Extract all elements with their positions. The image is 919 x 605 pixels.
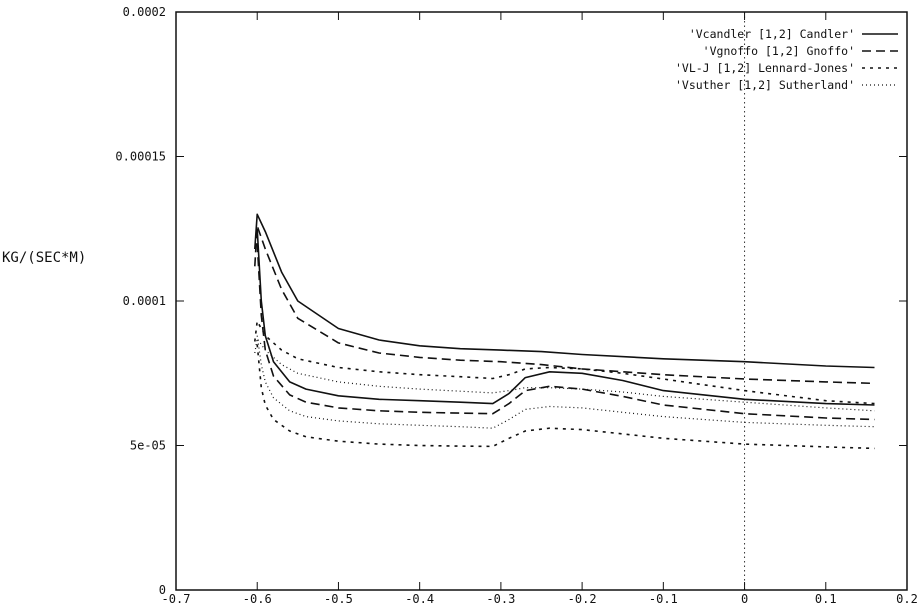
legend-label: 'Vgnoffo [1,2] Gnoffo'	[703, 44, 855, 58]
x-tick-label: 0	[741, 592, 748, 605]
x-tick-label: 0.1	[815, 592, 837, 605]
plot-frame	[175, 11, 908, 591]
series-layer	[254, 213, 875, 450]
y-tick-label: 0.0002	[123, 5, 166, 19]
series-2-line-2	[256, 243, 875, 421]
series-4	[254, 335, 875, 429]
legend-label: 'Vsuther [1,2] Sutherland'	[675, 78, 855, 92]
x-tick-label: -0.1	[649, 592, 678, 605]
axis-tick-labels: -0.7 -0.6 -0.5 -0.4 -0.3 -0.2 -0.1 0 0.1 0.2 0 5e-0…	[115, 5, 917, 605]
x-tick-label: -0.2	[568, 592, 597, 605]
series-3-line-1	[254, 320, 875, 405]
series-4-line-1	[254, 338, 875, 412]
legend-label: 'Vcandler [1,2] Candler'	[689, 27, 855, 41]
y-tick-label: 0.00015	[115, 150, 166, 164]
series-4-line-2	[256, 335, 875, 429]
legend: 'Vcandler [1,2] Candler' 'Vgnoffo [1,2] G…	[675, 27, 898, 92]
series-3	[254, 320, 875, 450]
series-2-line-1	[254, 225, 875, 385]
y-tick-label: 0.0001	[123, 294, 166, 308]
series-1	[254, 213, 875, 406]
x-tick-label: -0.7	[162, 592, 191, 605]
x-tick-label: -0.3	[486, 592, 515, 605]
series-1-line-2	[256, 228, 875, 406]
y-axis-label: KG/(SEC*M)	[2, 250, 86, 266]
series-1-line-1	[254, 213, 875, 369]
x-tick-label: -0.6	[243, 592, 272, 605]
legend-label: 'VL-J [1,2] Lennard-Jones'	[675, 61, 855, 75]
x-tick-label: -0.5	[324, 592, 353, 605]
x-tick-label: -0.4	[405, 592, 434, 605]
axis-ticks	[175, 11, 908, 591]
x-tick-label: 0.2	[896, 592, 918, 605]
series-3-line-2	[256, 344, 875, 450]
series-2	[254, 225, 875, 421]
y-tick-label: 5e-05	[130, 439, 166, 453]
y-tick-label: 0	[159, 583, 166, 597]
